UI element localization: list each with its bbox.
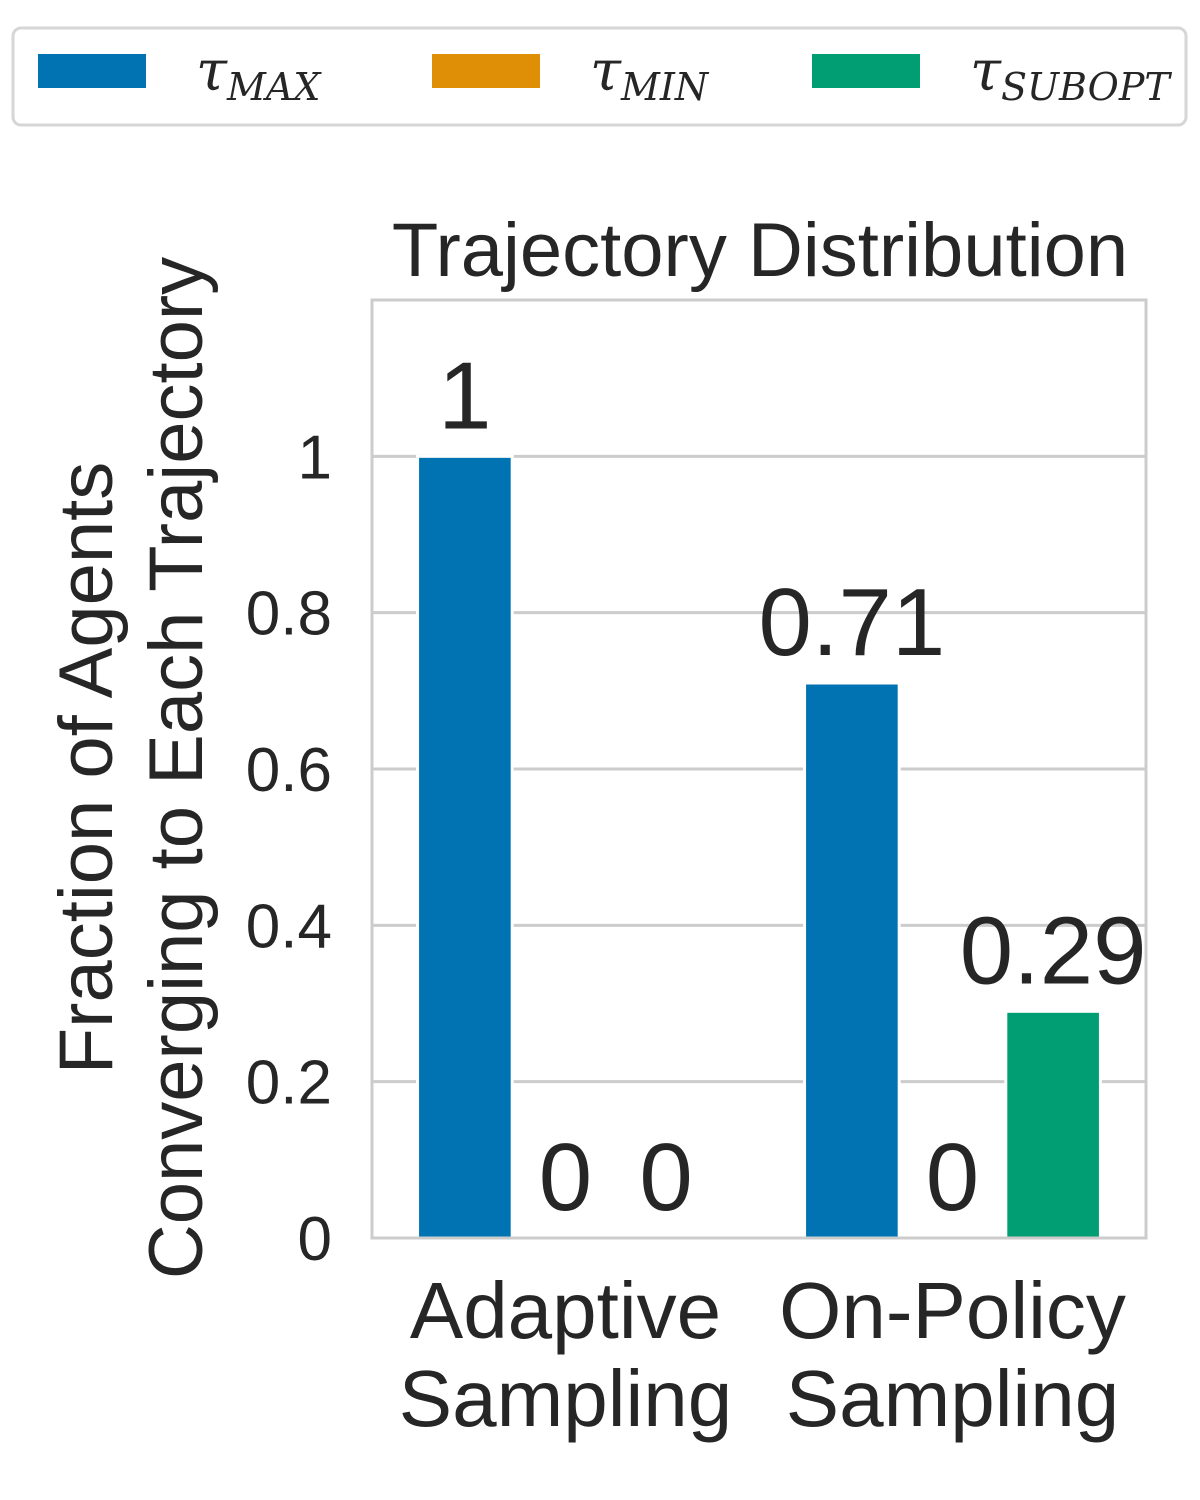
y-tick-label: 0 bbox=[298, 1205, 332, 1274]
legend-subscript: MAX bbox=[226, 65, 322, 109]
data-label: 0 bbox=[539, 1124, 592, 1231]
bar-subopt bbox=[1004, 1009, 1102, 1240]
chart-title: Trajectory Distribution bbox=[392, 208, 1128, 293]
data-label: 1 bbox=[438, 342, 491, 449]
data-label: 0 bbox=[926, 1124, 979, 1231]
y-axis-ticks: 0 0.2 0.4 0.6 0.8 1 bbox=[246, 423, 332, 1274]
y-axis-label-line: Converging to Each Trajectory bbox=[134, 257, 219, 1279]
legend-label-min: τMIN bbox=[590, 39, 710, 109]
legend-swatch-subopt bbox=[812, 54, 920, 88]
y-tick-label: 0.4 bbox=[246, 892, 332, 961]
legend-subscript: SUBOPT bbox=[1001, 65, 1172, 109]
data-label: 0 bbox=[639, 1124, 692, 1231]
legend-subscript: MIN bbox=[620, 65, 710, 109]
bars bbox=[416, 454, 1102, 1240]
y-tick-label: 0.6 bbox=[246, 736, 332, 805]
y-axis-label: Fraction of Agents Converging to Each Tra… bbox=[44, 257, 219, 1279]
x-tick-label: Adaptive bbox=[410, 1266, 721, 1355]
y-axis-label-line: Fraction of Agents bbox=[44, 462, 129, 1075]
legend-box bbox=[11, 26, 1188, 127]
legend-label-subopt: τSUBOPT bbox=[970, 39, 1172, 109]
x-tick-label: Sampling bbox=[399, 1354, 733, 1443]
plot-frame bbox=[370, 298, 1148, 1240]
legend-label-max: τMAX bbox=[196, 39, 322, 109]
y-tick-label: 0.8 bbox=[246, 580, 332, 649]
bar-max bbox=[803, 681, 901, 1240]
bar-max bbox=[416, 454, 514, 1240]
y-tick-label: 1 bbox=[298, 423, 332, 492]
legend-swatch-min bbox=[432, 54, 540, 88]
legend-symbol: τ bbox=[970, 39, 1002, 104]
legend-symbol: τ bbox=[590, 39, 622, 104]
y-tick-label: 0.2 bbox=[246, 1049, 332, 1118]
legend-swatch-max bbox=[38, 54, 146, 88]
legend: τMAX τMIN τSUBOPT bbox=[38, 39, 1172, 109]
data-label: 0.71 bbox=[758, 569, 945, 676]
x-tick-label: On-Policy bbox=[779, 1266, 1126, 1355]
x-tick-label: Sampling bbox=[786, 1354, 1120, 1443]
legend-symbol: τ bbox=[196, 39, 228, 104]
data-label: 0.29 bbox=[960, 897, 1147, 1004]
